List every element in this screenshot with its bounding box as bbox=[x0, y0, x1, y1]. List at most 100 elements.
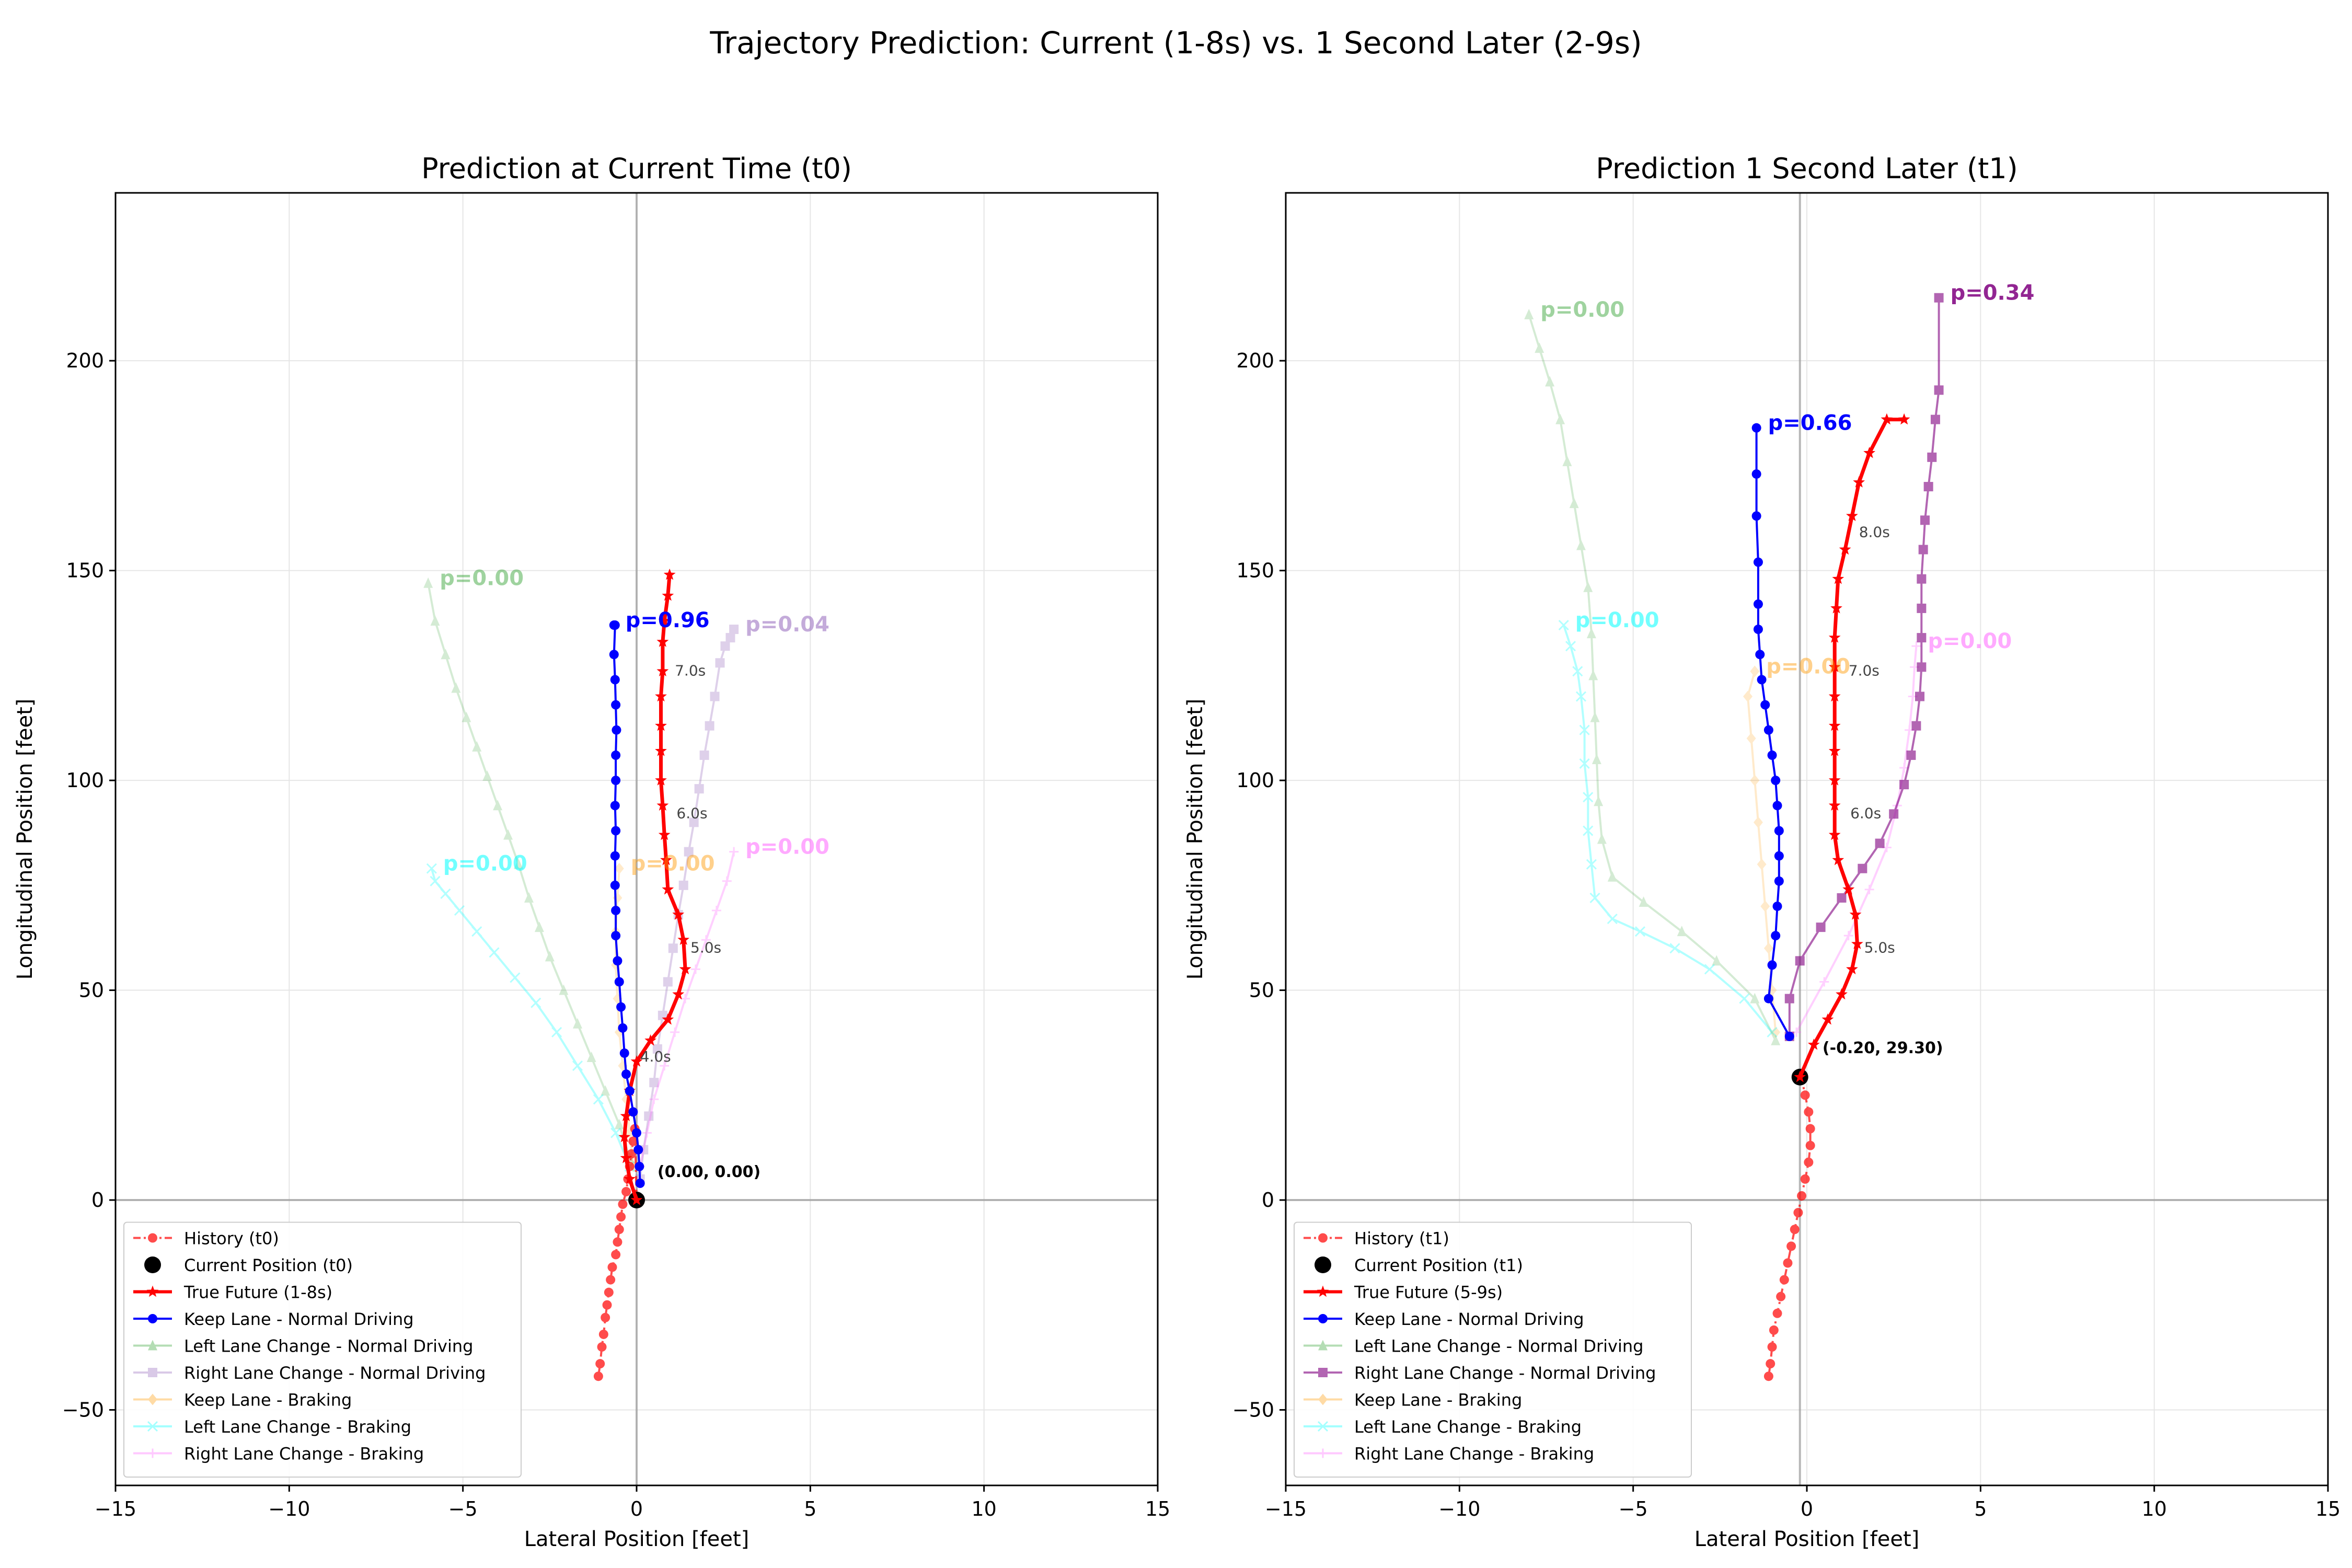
legend-item bbox=[1304, 1233, 1342, 1243]
data-point bbox=[593, 1371, 603, 1381]
data-point bbox=[1757, 858, 1767, 870]
series-line bbox=[1795, 646, 1918, 1033]
legend-marker bbox=[1315, 1256, 1331, 1273]
data-point bbox=[660, 854, 672, 866]
data-point bbox=[609, 620, 619, 630]
data-point bbox=[601, 1312, 610, 1322]
y-tick-label: 50 bbox=[1249, 979, 1274, 1002]
data-point bbox=[1750, 665, 1760, 677]
data-point bbox=[635, 1161, 644, 1171]
x-axis-label: Lateral Position [feet] bbox=[524, 1527, 750, 1551]
data-point bbox=[612, 725, 621, 735]
data-point bbox=[662, 589, 674, 601]
data-point bbox=[1842, 883, 1855, 895]
y-tick-label: 200 bbox=[1236, 349, 1274, 372]
legend-label: Left Lane Change - Normal Driving bbox=[1354, 1336, 1643, 1356]
data-point bbox=[609, 650, 619, 660]
probability-label: p=0.00 bbox=[440, 567, 524, 591]
data-point bbox=[1934, 385, 1944, 395]
data-point bbox=[610, 851, 620, 861]
data-point bbox=[625, 1086, 635, 1096]
data-point bbox=[1920, 515, 1930, 525]
data-point bbox=[618, 1200, 628, 1209]
legend-item bbox=[1315, 1256, 1331, 1273]
series-line bbox=[639, 851, 735, 1167]
data-point bbox=[1779, 1275, 1789, 1285]
legend-marker bbox=[146, 1285, 159, 1297]
data-point bbox=[610, 880, 620, 890]
legend-item bbox=[133, 1314, 172, 1323]
data-point bbox=[611, 826, 621, 836]
data-point bbox=[1923, 482, 1933, 492]
data-point bbox=[1849, 908, 1862, 920]
data-point bbox=[1784, 1031, 1794, 1041]
data-point bbox=[1851, 938, 1863, 949]
data-point bbox=[1769, 1325, 1779, 1335]
y-axis-label: Longitudinal Position [feet] bbox=[13, 699, 37, 980]
data-point bbox=[1746, 732, 1756, 744]
legend-marker bbox=[147, 1421, 158, 1432]
legend-item bbox=[133, 1421, 172, 1432]
legend-marker bbox=[148, 1393, 157, 1405]
data-point bbox=[613, 956, 622, 966]
legend-label: Right Lane Change - Normal Driving bbox=[1354, 1363, 1656, 1383]
data-point bbox=[655, 719, 667, 731]
series-keep-lane-braking bbox=[1743, 665, 1781, 1038]
data-point bbox=[1828, 631, 1841, 643]
data-point bbox=[510, 972, 521, 983]
data-point bbox=[454, 905, 465, 916]
data-point bbox=[1576, 539, 1586, 550]
legend-label: History (t0) bbox=[184, 1229, 279, 1249]
data-point bbox=[1793, 1208, 1803, 1218]
data-point bbox=[1784, 994, 1794, 1004]
chart-title: Prediction 1 Second Later (t1) bbox=[1596, 152, 2017, 185]
data-point bbox=[1846, 963, 1858, 975]
data-point bbox=[722, 876, 732, 886]
series-left-lane-change-braking bbox=[1558, 619, 1778, 1037]
legend-label: Left Lane Change - Braking bbox=[1354, 1417, 1582, 1437]
data-point bbox=[531, 997, 541, 1008]
series-line bbox=[427, 583, 631, 1159]
data-point bbox=[705, 721, 714, 731]
probability-label: p=0.00 bbox=[1540, 298, 1624, 322]
y-tick-label: −50 bbox=[1232, 1398, 1274, 1421]
data-point bbox=[430, 615, 440, 626]
data-point bbox=[602, 1300, 612, 1310]
data-point bbox=[694, 784, 704, 794]
data-point bbox=[1763, 1371, 1773, 1381]
data-point bbox=[1704, 964, 1715, 975]
data-point bbox=[1712, 955, 1722, 966]
legend-label: Current Position (t0) bbox=[184, 1255, 353, 1275]
probability-label: p=0.66 bbox=[1768, 411, 1852, 435]
legend-label: True Future (5-9s) bbox=[1354, 1283, 1503, 1302]
data-point bbox=[663, 568, 676, 580]
data-point bbox=[690, 964, 700, 974]
data-point bbox=[1839, 543, 1851, 555]
data-point bbox=[710, 691, 720, 701]
data-point bbox=[423, 577, 433, 588]
data-point bbox=[658, 615, 671, 626]
x-tick-label: 10 bbox=[2141, 1497, 2166, 1520]
data-point bbox=[1771, 1034, 1781, 1045]
legend-label: Keep Lane - Normal Driving bbox=[184, 1309, 414, 1329]
data-point bbox=[1753, 557, 1763, 567]
data-point bbox=[1583, 792, 1594, 803]
legend-marker bbox=[1317, 1421, 1329, 1432]
data-point bbox=[597, 1342, 607, 1352]
data-point bbox=[1763, 994, 1773, 1004]
data-point bbox=[1743, 690, 1753, 702]
data-point bbox=[644, 1034, 656, 1046]
legend-marker bbox=[1318, 1233, 1328, 1243]
current-position-label: (-0.20, 29.30) bbox=[1823, 1039, 1943, 1057]
data-point bbox=[1828, 774, 1841, 786]
x-tick-label: −5 bbox=[1619, 1497, 1648, 1520]
data-point bbox=[1583, 825, 1594, 836]
probability-label: p=0.34 bbox=[1951, 281, 2035, 305]
legend-label: History (t1) bbox=[1354, 1229, 1449, 1249]
data-point bbox=[672, 988, 685, 1000]
data-point bbox=[652, 1044, 662, 1054]
y-tick-label: 0 bbox=[1262, 1189, 1274, 1212]
data-point bbox=[1524, 308, 1534, 319]
data-point bbox=[1837, 893, 1847, 903]
data-point bbox=[1917, 574, 1927, 584]
